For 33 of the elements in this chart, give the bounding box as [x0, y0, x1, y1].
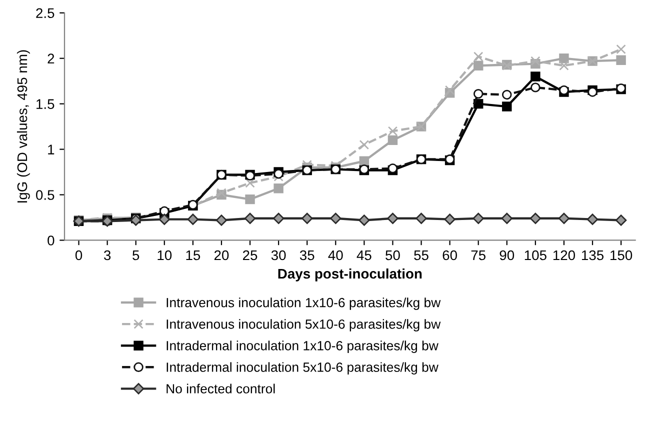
- x-tick-label: 45: [356, 250, 372, 260]
- x-tick-label: 105: [524, 250, 546, 260]
- legend-label: Intravenous inoculation 5x10-6 parasites/kg bw: [166, 319, 441, 332]
- x-tick-label: 10: [158, 250, 172, 260]
- y-tick-label: 1.5: [36, 99, 54, 109]
- x-tick-label: 3: [104, 250, 111, 260]
- x-tick-label: 40: [328, 250, 343, 260]
- x-tick-label: 135: [582, 250, 604, 260]
- y-tick-label: 2.5: [36, 8, 54, 18]
- x-tick-label: 120: [553, 250, 576, 260]
- x-tick-label: 20: [214, 250, 229, 260]
- y-tick-label: 0.5: [36, 190, 54, 200]
- x-tick-label: 60: [442, 250, 457, 260]
- legend-label: Intradermal inoculation 5x10-6 parasites/kg bw: [166, 362, 438, 374]
- x-tick-label: 35: [300, 250, 314, 260]
- y-tick-label: 0: [48, 236, 54, 246]
- legend-label: Intradermal inoculation 1x10-6 parasites/kg bw: [166, 340, 438, 353]
- y-tick-label: 1: [48, 144, 54, 154]
- x-tick-label: 50: [386, 250, 400, 260]
- y-axis-title: IgG (OD values, 495 nm): [16, 50, 30, 202]
- x-tick-label: 15: [186, 250, 200, 260]
- x-tick-label: 90: [500, 250, 514, 260]
- x-tick-label: 55: [414, 250, 428, 260]
- legend-label: No infected control: [166, 384, 275, 394]
- x-tick-label: 75: [471, 250, 486, 260]
- x-tick-label: 5: [132, 250, 140, 260]
- x-tick-label: 30: [271, 250, 286, 260]
- x-tick-label: 150: [610, 250, 632, 260]
- legend-label: Intravenous inoculation 1x10-6 parasites/kg bw: [166, 298, 441, 310]
- x-tick-label: 25: [242, 250, 258, 260]
- y-tick-label: 2: [48, 54, 54, 64]
- x-axis-title: Days post-inoculation: [278, 268, 422, 282]
- x-tick-label: 0: [75, 250, 82, 260]
